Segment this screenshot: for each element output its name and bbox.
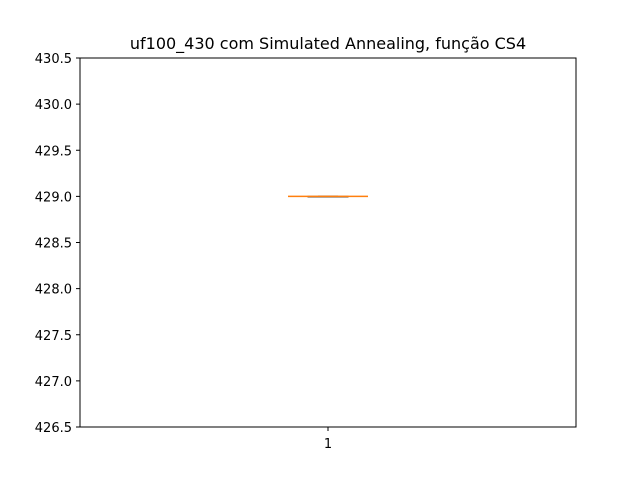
y-tick-label: 429.0 bbox=[35, 190, 72, 205]
box-plot-series bbox=[288, 195, 368, 198]
y-tick-label: 428.5 bbox=[35, 237, 72, 252]
y-tick-label: 426.5 bbox=[35, 421, 72, 436]
x-axis: 1 bbox=[324, 427, 332, 452]
y-tick-label: 427.0 bbox=[35, 375, 72, 390]
y-axis: 426.5 427.0 427.5 428.0 428.5 429.0 429.5 430.0… bbox=[35, 52, 80, 436]
y-tick-label: 430.5 bbox=[35, 52, 72, 67]
y-tick-label: 428.0 bbox=[35, 283, 72, 298]
plot-frame bbox=[79, 57, 577, 428]
chart-title: uf100_430 com Simulated Annealing, funçã… bbox=[130, 34, 526, 54]
y-tick-label: 430.0 bbox=[35, 98, 72, 113]
y-tick-label: 427.5 bbox=[35, 329, 72, 344]
y-tick-label: 429.5 bbox=[35, 144, 72, 159]
x-tick-label: 1 bbox=[324, 437, 332, 452]
